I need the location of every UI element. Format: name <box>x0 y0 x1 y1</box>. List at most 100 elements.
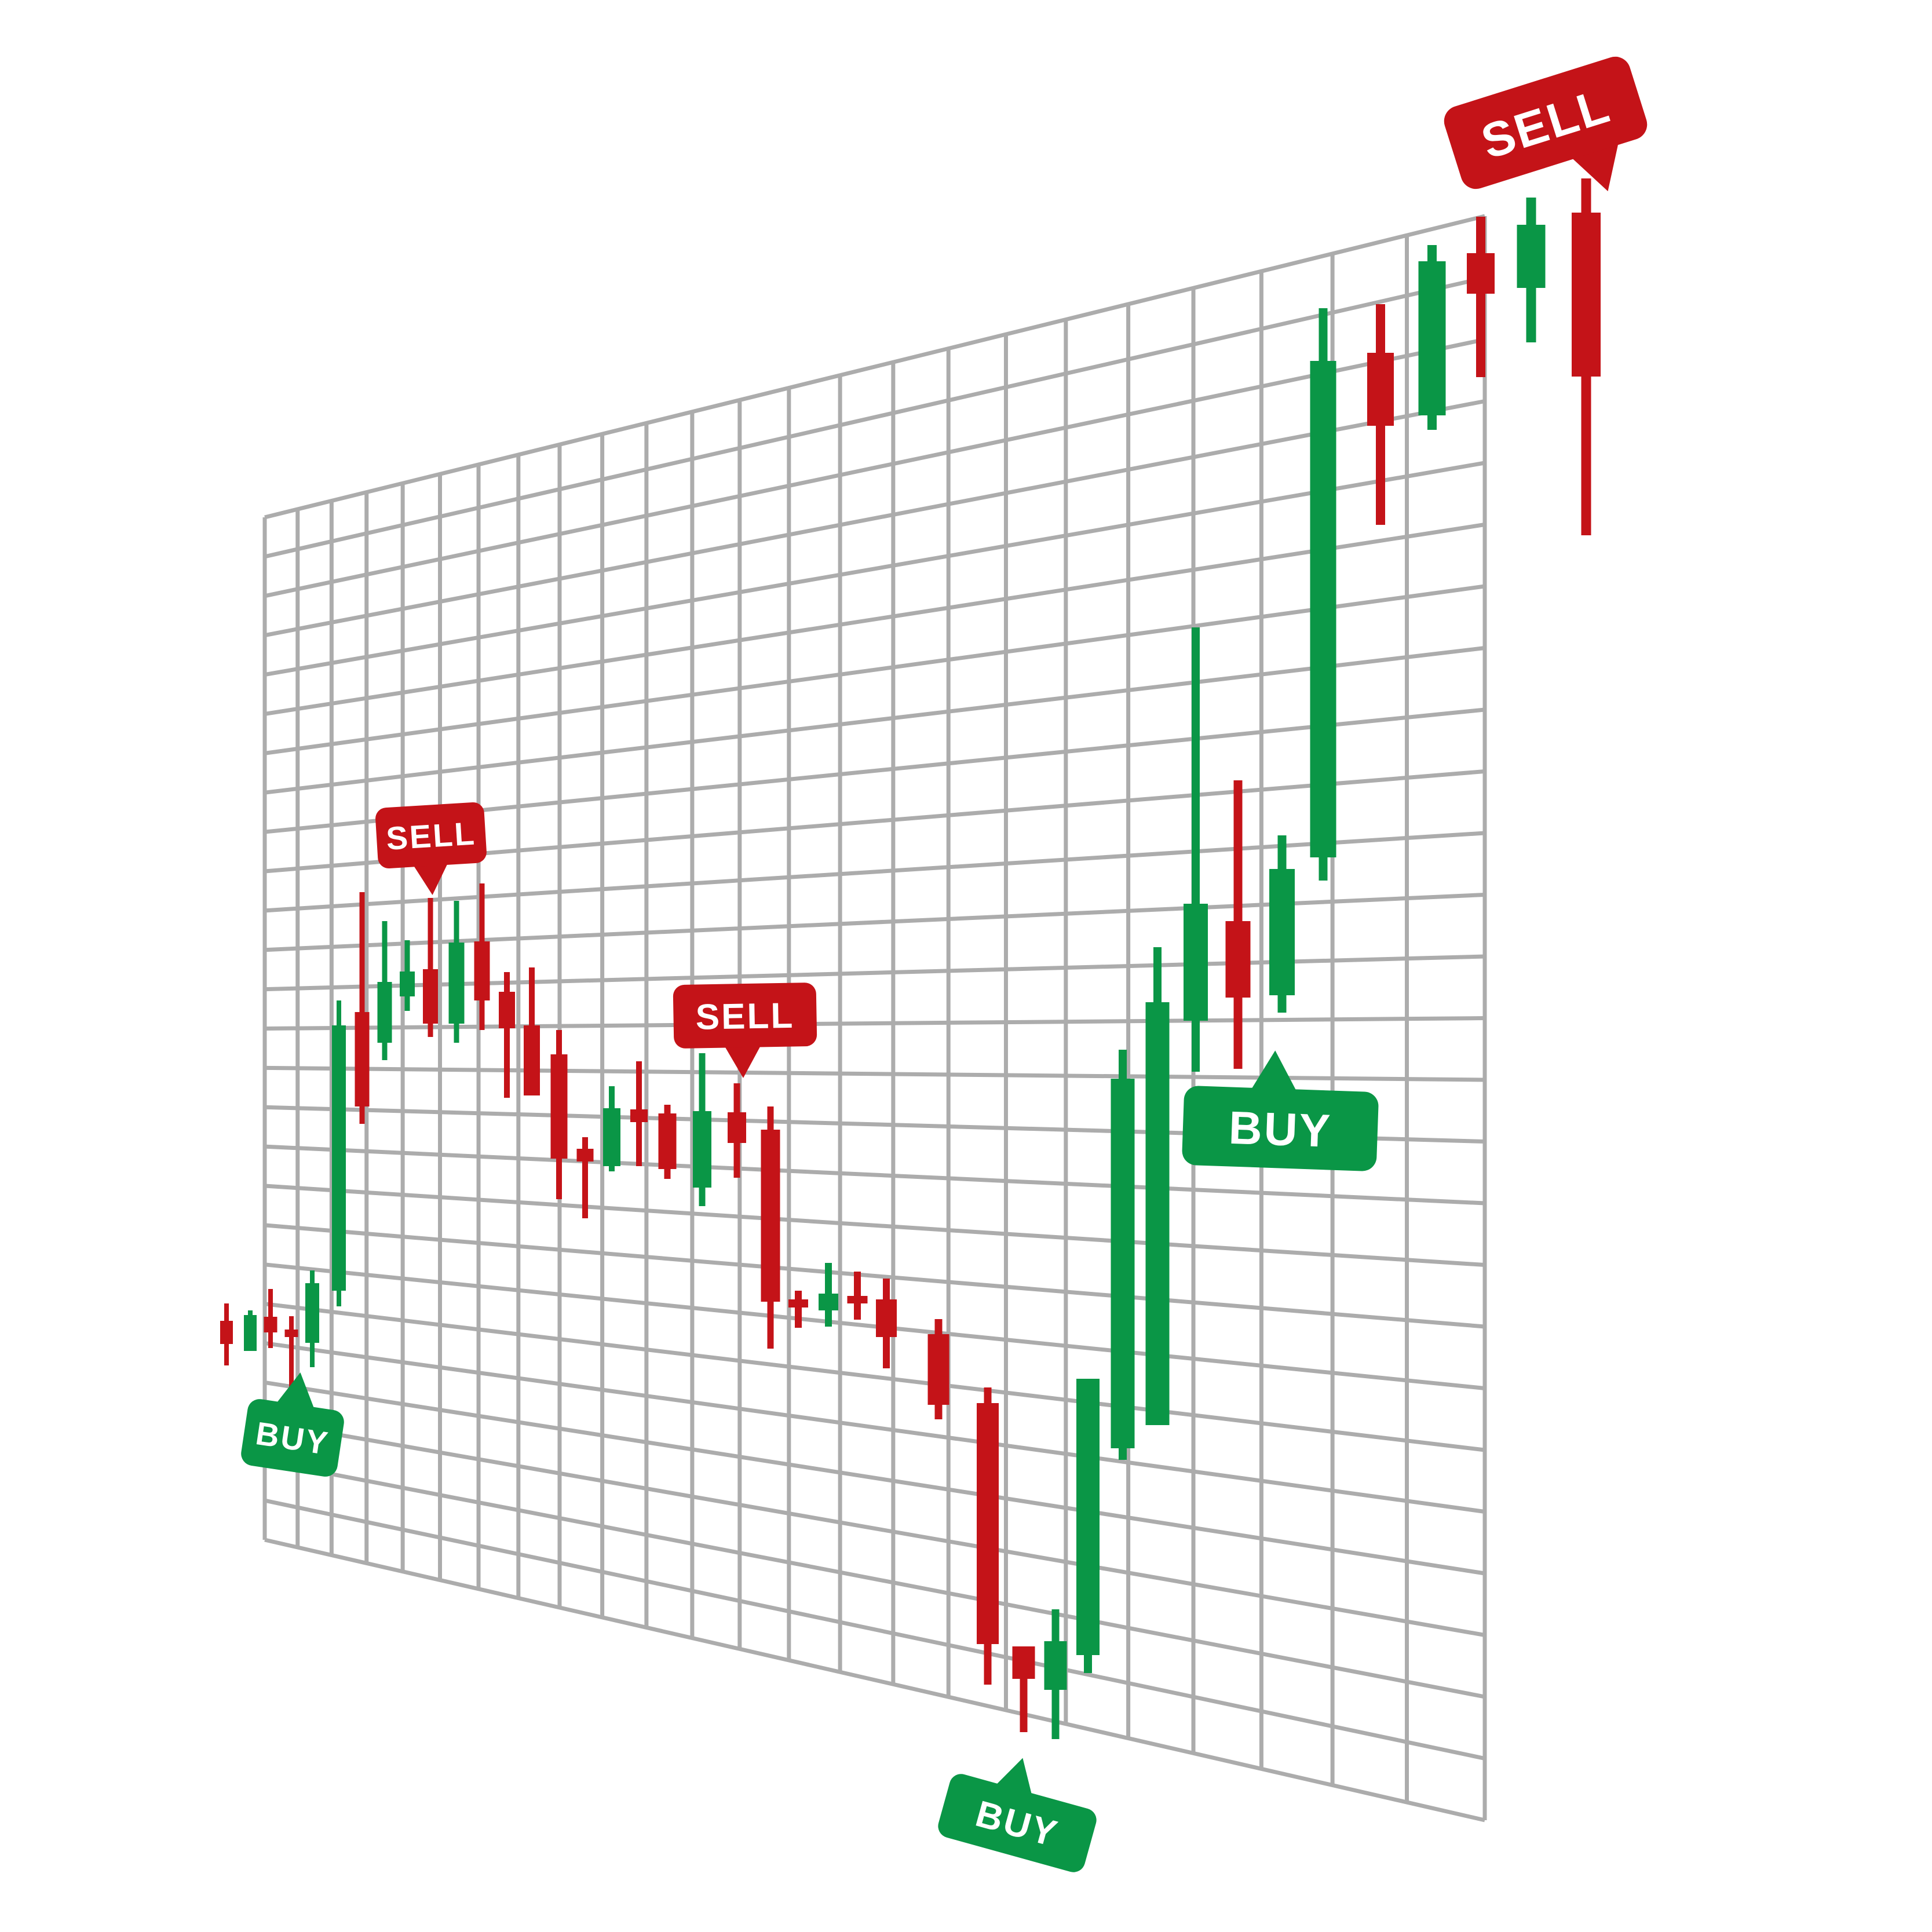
badge-pointer <box>724 1044 761 1078</box>
candle-down <box>576 1137 594 1218</box>
candle-body <box>1310 361 1336 857</box>
candle-body <box>847 1296 868 1303</box>
candle-up <box>1145 947 1170 1425</box>
candle-wick <box>795 1291 802 1328</box>
badge-pointer <box>412 862 448 895</box>
grid-line-horizontal <box>264 523 1485 716</box>
candle-down <box>1012 1646 1035 1732</box>
badge-pointer <box>1251 1050 1297 1092</box>
candle-body <box>305 1283 319 1343</box>
candle-down <box>728 1083 746 1178</box>
candle-body <box>1111 1079 1135 1448</box>
candle-body <box>474 941 490 1000</box>
candle-body <box>658 1113 677 1169</box>
candle-wick <box>582 1137 588 1218</box>
grid-line-horizontal <box>264 1223 1485 1329</box>
candle-body <box>819 1294 838 1310</box>
candle-wick <box>1476 217 1485 377</box>
candle-up <box>448 901 465 1043</box>
sell-badge: SELL <box>673 983 817 1078</box>
candle-wick <box>854 1272 861 1320</box>
grid-line-horizontal <box>264 1016 1485 1031</box>
badge-background <box>938 1774 1097 1872</box>
candle-body <box>332 1025 346 1291</box>
badge-background <box>673 983 817 1049</box>
candle-body <box>1467 253 1495 294</box>
grid-line-horizontal <box>264 1302 1485 1452</box>
badge-background <box>241 1399 344 1477</box>
badges-layer: SELL SELL SELL BUY BUY BUY <box>241 56 1648 1872</box>
candle-up <box>332 1000 346 1306</box>
candle-body <box>499 992 515 1028</box>
badge-background <box>1182 1086 1379 1171</box>
candle-body <box>927 1334 949 1405</box>
candle-body <box>400 972 415 996</box>
grid-line-horizontal <box>264 1537 1485 1823</box>
candle-down <box>630 1061 648 1166</box>
candle-down <box>550 1030 568 1199</box>
candle-body <box>788 1299 808 1308</box>
candle-body <box>220 1321 233 1344</box>
candle-wick <box>359 892 365 1124</box>
candle-down <box>1225 780 1251 1069</box>
candle-body <box>876 1299 897 1337</box>
candle-down <box>658 1105 677 1179</box>
grid-line-horizontal <box>264 337 1485 598</box>
candle-body <box>728 1112 746 1143</box>
grid-line-horizontal <box>264 461 1485 677</box>
grid-layer <box>262 214 1487 1823</box>
candle-body <box>448 943 465 1024</box>
candle-body <box>423 969 438 1024</box>
candle-down <box>876 1279 897 1368</box>
candle-body <box>1044 1641 1067 1690</box>
candle-down <box>1367 304 1394 525</box>
candle-body <box>576 1149 594 1162</box>
grid-line-horizontal <box>264 1380 1485 1576</box>
candle-body <box>977 1403 999 1644</box>
candle-up <box>400 940 415 1011</box>
candle-body <box>1145 1002 1170 1425</box>
candle-down <box>977 1387 999 1685</box>
candle-body <box>355 1012 370 1106</box>
candle-up <box>693 1053 711 1206</box>
candle-up <box>244 1310 257 1351</box>
grid-line-horizontal <box>264 584 1485 755</box>
sell-badge: SELL <box>1444 56 1648 192</box>
candle-body <box>524 1025 540 1095</box>
grid-line-horizontal <box>264 399 1485 638</box>
badge-label: SELL <box>385 815 477 856</box>
grid-line-horizontal <box>264 1184 1485 1267</box>
grid-line-horizontal <box>264 276 1485 559</box>
grid-line-horizontal <box>264 1498 1485 1761</box>
candle-body <box>1517 225 1546 288</box>
candle-body <box>761 1130 780 1302</box>
grid-line-horizontal <box>264 954 1485 992</box>
candle-down <box>1572 178 1601 535</box>
buy-badge: BUY <box>938 1758 1097 1872</box>
candle-body <box>693 1111 711 1188</box>
candle-wick <box>504 972 510 1098</box>
candle-down <box>264 1289 277 1348</box>
candle-down <box>927 1319 949 1419</box>
candle-up <box>819 1263 838 1327</box>
candles-layer <box>220 178 1601 1739</box>
candle-up <box>1111 1050 1135 1460</box>
candle-down <box>1467 217 1495 377</box>
candle-down <box>788 1291 808 1328</box>
candle-body <box>1418 261 1446 415</box>
badge-pointer <box>276 1372 315 1410</box>
candle-body <box>1076 1379 1100 1655</box>
grid-line-horizontal <box>264 646 1485 795</box>
candle-up <box>1076 1379 1100 1673</box>
candle-body <box>603 1108 620 1166</box>
badge-label: SELL <box>695 996 795 1038</box>
grid-line-horizontal <box>264 1144 1485 1206</box>
badge-background <box>1444 56 1648 189</box>
buy-badge: BUY <box>1182 1050 1379 1171</box>
grid-line-horizontal <box>264 893 1485 952</box>
candle-up <box>305 1270 319 1367</box>
candle-up <box>1310 308 1336 881</box>
badge-label: BUY <box>1228 1102 1333 1157</box>
badge-background <box>375 802 487 869</box>
candle-wick <box>428 898 433 1037</box>
